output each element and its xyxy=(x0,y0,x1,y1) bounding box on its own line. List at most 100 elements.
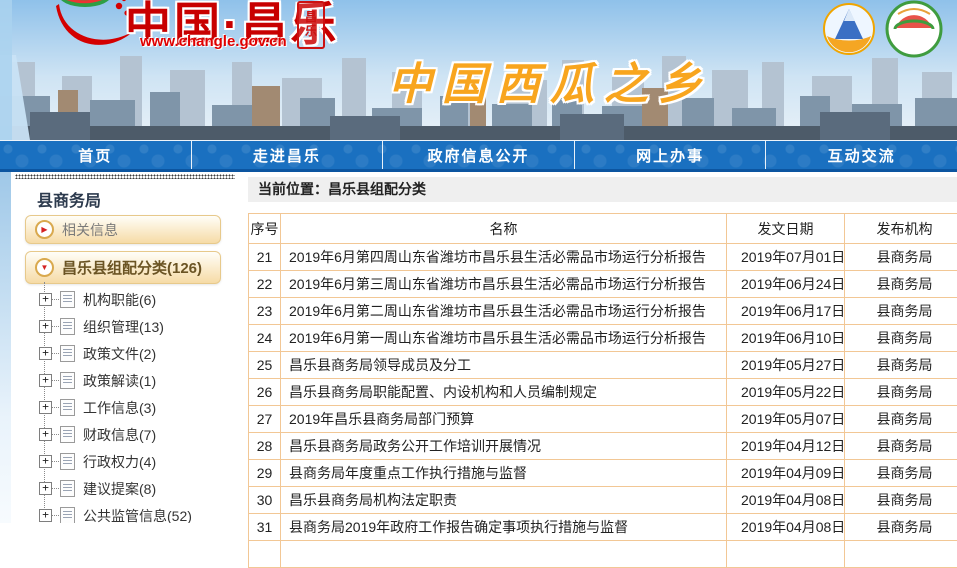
row-title[interactable]: 县商务局年度重点工作执行措施与监督 xyxy=(281,460,727,487)
tree-item-label: 建议提案(8) xyxy=(83,479,156,499)
document-icon xyxy=(60,507,75,523)
document-table: 序号 名称 发文日期 发布机构 21 2019年6月第四周山东省潍坊市昌乐县生活… xyxy=(248,213,957,568)
document-icon xyxy=(60,372,75,389)
nav-item-label: 政府信息公开 xyxy=(427,145,529,166)
tree-connector xyxy=(52,407,59,408)
tree-item[interactable]: + 公共监管信息(52) xyxy=(11,502,239,523)
tree-item[interactable]: + 机构职能(6) xyxy=(11,286,239,313)
row-no: 27 xyxy=(249,406,281,433)
tree-item[interactable]: + 政策解读(1) xyxy=(11,367,239,394)
row-no: 30 xyxy=(249,487,281,514)
table-row: 27 2019年昌乐县商务局部门预算 2019年05月07日 县商务局 xyxy=(249,406,957,433)
row-title[interactable]: 昌乐县商务局职能配置、内设机构和人员编制规定 xyxy=(281,379,727,406)
tree-item[interactable]: + 行政权力(4) xyxy=(11,448,239,475)
tree-item[interactable]: + 建议提案(8) xyxy=(11,475,239,502)
expand-plus-icon[interactable]: + xyxy=(39,401,52,414)
nav-item-label: 互动交流 xyxy=(828,145,896,166)
seal-char: 昌 xyxy=(305,11,317,25)
main-content: 当前位置：昌乐县组配分类 序号 名称 发文日期 发布机构 21 2019年6月第… xyxy=(248,177,957,568)
row-title[interactable]: 县商务局2019年政府工作报告确定事项执行措施与监督 xyxy=(281,514,727,541)
nav-item-label: 首页 xyxy=(78,145,112,166)
col-header-no: 序号 xyxy=(249,214,281,244)
document-icon xyxy=(60,291,75,308)
main-nav: 首页 走进昌乐 政府信息公开 网上办事 互动交流 xyxy=(0,140,957,172)
nav-item[interactable]: 首页 xyxy=(0,141,192,169)
row-date: 2019年05月22日 xyxy=(727,379,845,406)
document-icon xyxy=(60,480,75,497)
table-row: 25 昌乐县商务局领导成员及分工 2019年05月27日 县商务局 xyxy=(249,352,957,379)
row-title[interactable]: 昌乐县商务局领导成员及分工 xyxy=(281,352,727,379)
tree-item-label: 组织管理(13) xyxy=(83,317,164,337)
row-date: 2019年07月01日 xyxy=(727,244,845,271)
expand-plus-icon[interactable]: + xyxy=(39,374,52,387)
row-title[interactable]: 2019年6月第三周山东省潍坊市昌乐县生活必需品市场运行分析报告 xyxy=(281,271,727,298)
tree-item-label: 公共监管信息(52) xyxy=(83,506,192,524)
table-row: 26 昌乐县商务局职能配置、内设机构和人员编制规定 2019年05月22日 县商… xyxy=(249,379,957,406)
nav-item[interactable]: 政府信息公开 xyxy=(383,141,575,169)
row-title[interactable]: 2019年昌乐县商务局部门预算 xyxy=(281,406,727,433)
sidebar-button-related-info[interactable]: ▶ 相关信息 xyxy=(25,215,221,244)
row-org: 县商务局 xyxy=(845,244,957,271)
row-no: 31 xyxy=(249,514,281,541)
row-date: 2019年06月17日 xyxy=(727,298,845,325)
row-org: 县商务局 xyxy=(845,325,957,352)
table-row: 29 县商务局年度重点工作执行措施与监督 2019年04月09日 县商务局 xyxy=(249,460,957,487)
nav-item-label: 走进昌乐 xyxy=(253,145,321,166)
tree-item-label: 机构职能(6) xyxy=(83,290,156,310)
row-title[interactable]: 昌乐县商务局机构法定职责 xyxy=(281,487,727,514)
left-decor-strip xyxy=(0,172,11,523)
tree-item-label: 政策解读(1) xyxy=(83,371,156,391)
row-title[interactable]: 2019年6月第二周山东省潍坊市昌乐县生活必需品市场运行分析报告 xyxy=(281,298,727,325)
tree-connector xyxy=(52,299,59,300)
table-row: 22 2019年6月第三周山东省潍坊市昌乐县生活必需品市场运行分析报告 2019… xyxy=(249,271,957,298)
expand-plus-icon[interactable]: + xyxy=(39,509,52,522)
mountain-emblem-icon xyxy=(822,2,876,56)
sidebar: 县商务局 ▶ 相关信息 ▼ 昌乐县组配分类(126) + 机构职能(6) + 组… xyxy=(11,172,239,523)
row-no: 28 xyxy=(249,433,281,460)
row-title[interactable]: 昌乐县商务局政务公开工作培训开展情况 xyxy=(281,433,727,460)
tree-item[interactable]: + 组织管理(13) xyxy=(11,313,239,340)
document-icon xyxy=(60,399,75,416)
sidebar-button-category[interactable]: ▼ 昌乐县组配分类(126) xyxy=(25,251,221,284)
expand-plus-icon[interactable]: + xyxy=(39,293,52,306)
row-date: 2019年04月08日 xyxy=(727,514,845,541)
tree-connector xyxy=(52,488,59,489)
table-row: 23 2019年6月第二周山东省潍坊市昌乐县生活必需品市场运行分析报告 2019… xyxy=(249,298,957,325)
expand-plus-icon[interactable]: + xyxy=(39,347,52,360)
seal-char: 乐 xyxy=(305,25,317,39)
row-date: 2019年06月10日 xyxy=(727,325,845,352)
red-seal-stamp: 昌 乐 xyxy=(297,1,325,49)
row-org: 县商务局 xyxy=(845,487,957,514)
tree-connector xyxy=(52,326,59,327)
nav-item[interactable]: 互动交流 xyxy=(766,141,957,169)
watermelon-emblem-icon xyxy=(884,0,944,58)
tree-item-label: 行政权力(4) xyxy=(83,452,156,472)
expand-plus-icon[interactable]: + xyxy=(39,428,52,441)
nav-item[interactable]: 网上办事 xyxy=(575,141,767,169)
expand-plus-icon[interactable]: + xyxy=(39,455,52,468)
row-date: 2019年06月24日 xyxy=(727,271,845,298)
row-no: 25 xyxy=(249,352,281,379)
row-no: 21 xyxy=(249,244,281,271)
row-no: 23 xyxy=(249,298,281,325)
row-date: 2019年04月09日 xyxy=(727,460,845,487)
banner-slogan: 中国西瓜之乡 xyxy=(388,48,712,112)
tree-item[interactable]: + 政策文件(2) xyxy=(11,340,239,367)
sidebar-button-label: 昌乐县组配分类(126) xyxy=(62,257,202,278)
expand-plus-icon[interactable]: + xyxy=(39,482,52,495)
nav-item[interactable]: 走进昌乐 xyxy=(192,141,384,169)
tree-item[interactable]: + 财政信息(7) xyxy=(11,421,239,448)
table-header-row: 序号 名称 发文日期 发布机构 xyxy=(249,214,957,244)
row-title[interactable]: 2019年6月第四周山东省潍坊市昌乐县生活必需品市场运行分析报告 xyxy=(281,244,727,271)
circle-arrow-down-icon: ▼ xyxy=(35,258,54,277)
row-no: 24 xyxy=(249,325,281,352)
tree-connector xyxy=(52,515,59,516)
row-date: 2019年05月07日 xyxy=(727,406,845,433)
expand-plus-icon[interactable]: + xyxy=(39,320,52,333)
breadcrumb: 当前位置：昌乐县组配分类 xyxy=(248,177,957,202)
row-org: 县商务局 xyxy=(845,460,957,487)
row-date: 2019年05月27日 xyxy=(727,352,845,379)
tree-item-label: 政策文件(2) xyxy=(83,344,156,364)
row-title[interactable]: 2019年6月第一周山东省潍坊市昌乐县生活必需品市场运行分析报告 xyxy=(281,325,727,352)
tree-item[interactable]: + 工作信息(3) xyxy=(11,394,239,421)
